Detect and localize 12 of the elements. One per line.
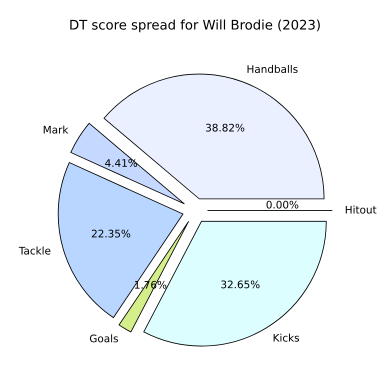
data-label: 22.35% [92,230,130,238]
category-label: Hitout [346,206,376,214]
chart-title: DT score spread for Will Brodie (2023) [70,20,320,32]
slice-label: Goals [90,334,118,342]
slice-label: Tackle [18,246,50,255]
slice-label: Kicks [274,334,300,342]
data-label: 32.65% [221,280,260,288]
data-label: 4.41% [105,159,138,167]
slice-label: Mark [44,126,68,134]
text: 0.00% [266,200,298,209]
data-label: 38.82% [206,124,244,132]
slice-label: Handballs [248,64,298,73]
